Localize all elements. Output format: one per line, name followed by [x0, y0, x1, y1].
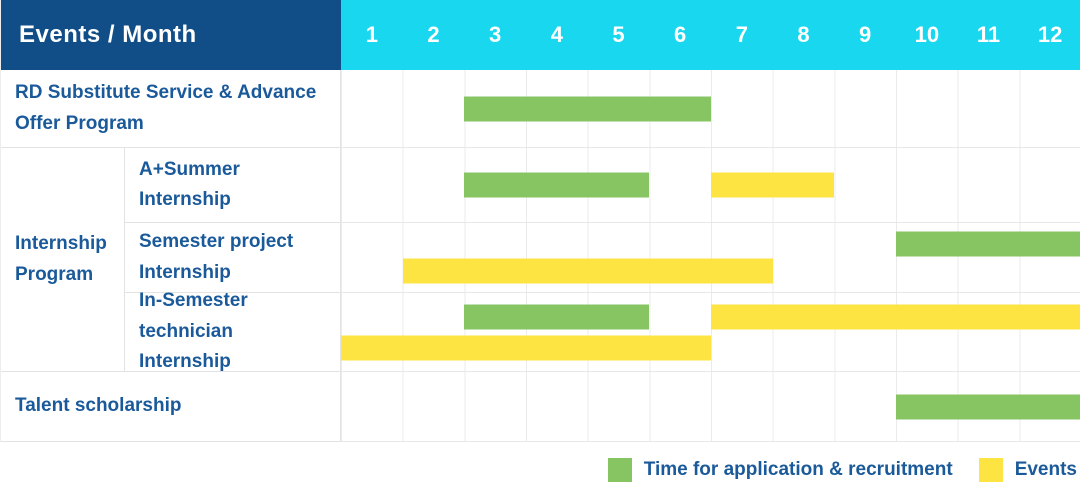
month-header-5: 5	[612, 22, 625, 47]
row-label-rd-substitute: RD Substitute Service & Advance Offer Pr…	[1, 70, 341, 148]
month-header-8: 8	[797, 22, 810, 47]
row-label-text: Talent scholarship	[15, 395, 182, 417]
events-color-swatch	[978, 458, 1003, 482]
chart-row-a-plus-summer	[341, 148, 1080, 223]
chart-row-in-semester-technician	[341, 293, 1080, 372]
gantt-table: Events / Month 1 2 3 4 5 6 7 8 9 10 11 1…	[0, 0, 1080, 442]
legend-item-application: Time for application & recruitment	[607, 458, 953, 482]
application-bar	[464, 304, 650, 330]
header-events-month: Events / Month	[1, 0, 341, 70]
row-label-text: In-Semester technician Internship	[139, 290, 248, 373]
month-header-4: 4	[550, 22, 563, 47]
row-label-talent-scholarship: Talent scholarship	[1, 372, 341, 442]
month-header-1: 1	[365, 22, 378, 47]
group-label-internship-program: Internship Program	[1, 148, 125, 372]
month-header-6: 6	[674, 22, 687, 47]
month-header-2: 2	[427, 22, 440, 47]
row-label-in-semester-technician: In-Semester technician Internship	[125, 290, 341, 372]
header-title: Events / Month	[19, 21, 197, 48]
month-header-7: 7	[735, 22, 748, 47]
month-header-11: 11	[976, 22, 1001, 47]
month-header-12: 12	[1037, 22, 1063, 47]
chart-row-talent-scholarship	[341, 372, 1080, 442]
month-header-9: 9	[859, 22, 872, 47]
event-bar	[402, 258, 773, 284]
event-bar	[711, 304, 1080, 330]
month-header-row: 1 2 3 4 5 6 7 8 9 10 11 12	[341, 0, 1080, 70]
application-bar	[464, 172, 650, 198]
application-color-swatch	[607, 458, 632, 482]
month-header-3: 3	[489, 22, 502, 47]
application-bar	[896, 231, 1080, 257]
legend-label-application: Time for application & recruitment	[643, 459, 953, 480]
row-label-a-plus-summer: A+Summer Internship	[125, 148, 341, 223]
application-bar	[896, 394, 1080, 419]
row-label-text: A+Summer Internship	[139, 158, 240, 210]
group-label-text: Internship Program	[15, 233, 107, 285]
row-label-text: Semester project Internship	[139, 231, 294, 283]
application-bar	[464, 96, 711, 121]
legend-item-events: Events	[978, 458, 1077, 482]
event-bar	[711, 172, 835, 198]
chart-row-semester-project	[341, 223, 1080, 293]
month-header-10: 10	[914, 22, 940, 47]
chart-row-rd-substitute	[341, 70, 1080, 148]
event-bar	[341, 335, 711, 361]
legend: Time for application & recruitment Event…	[0, 458, 1080, 482]
row-label-text: RD Substitute Service & Advance Offer Pr…	[15, 82, 317, 134]
legend-label-events: Events	[1014, 459, 1077, 480]
row-label-semester-project: Semester project Internship	[125, 223, 341, 293]
